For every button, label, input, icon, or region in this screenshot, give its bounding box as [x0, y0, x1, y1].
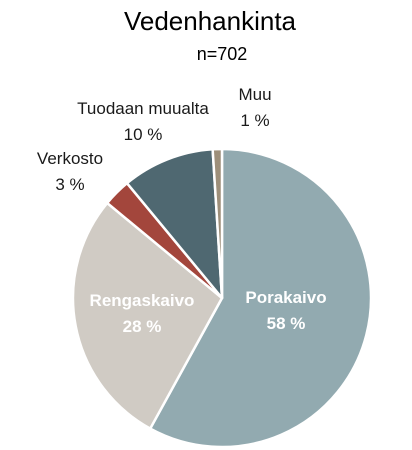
slice-value-porakaivo: 58 %: [267, 314, 306, 333]
slice-porakaivo: [148, 147, 373, 449]
slice-value-muu: 1 %: [240, 111, 269, 130]
slice-value-rengaskaivo: 28 %: [123, 317, 162, 336]
chart-title: Vedenhankinta: [124, 6, 297, 36]
slice-value-verkosto: 3 %: [55, 175, 84, 194]
slice-muu: [211, 147, 224, 300]
slice-tuodaan-muualta: [125, 148, 224, 300]
slice-label-tuodaan-muualta: Tuodaan muualta: [77, 99, 209, 118]
chart-subtitle: n=702: [197, 44, 248, 64]
pie-slices: [71, 147, 373, 449]
slice-label-rengaskaivo: Rengaskaivo: [90, 291, 195, 310]
slice-label-verkosto: Verkosto: [37, 149, 103, 168]
slice-label-muu: Muu: [238, 85, 271, 104]
slice-rengaskaivo: [71, 201, 224, 430]
slice-label-porakaivo: Porakaivo: [245, 288, 326, 307]
slice-value-tuodaan-muualta: 10 %: [124, 125, 163, 144]
